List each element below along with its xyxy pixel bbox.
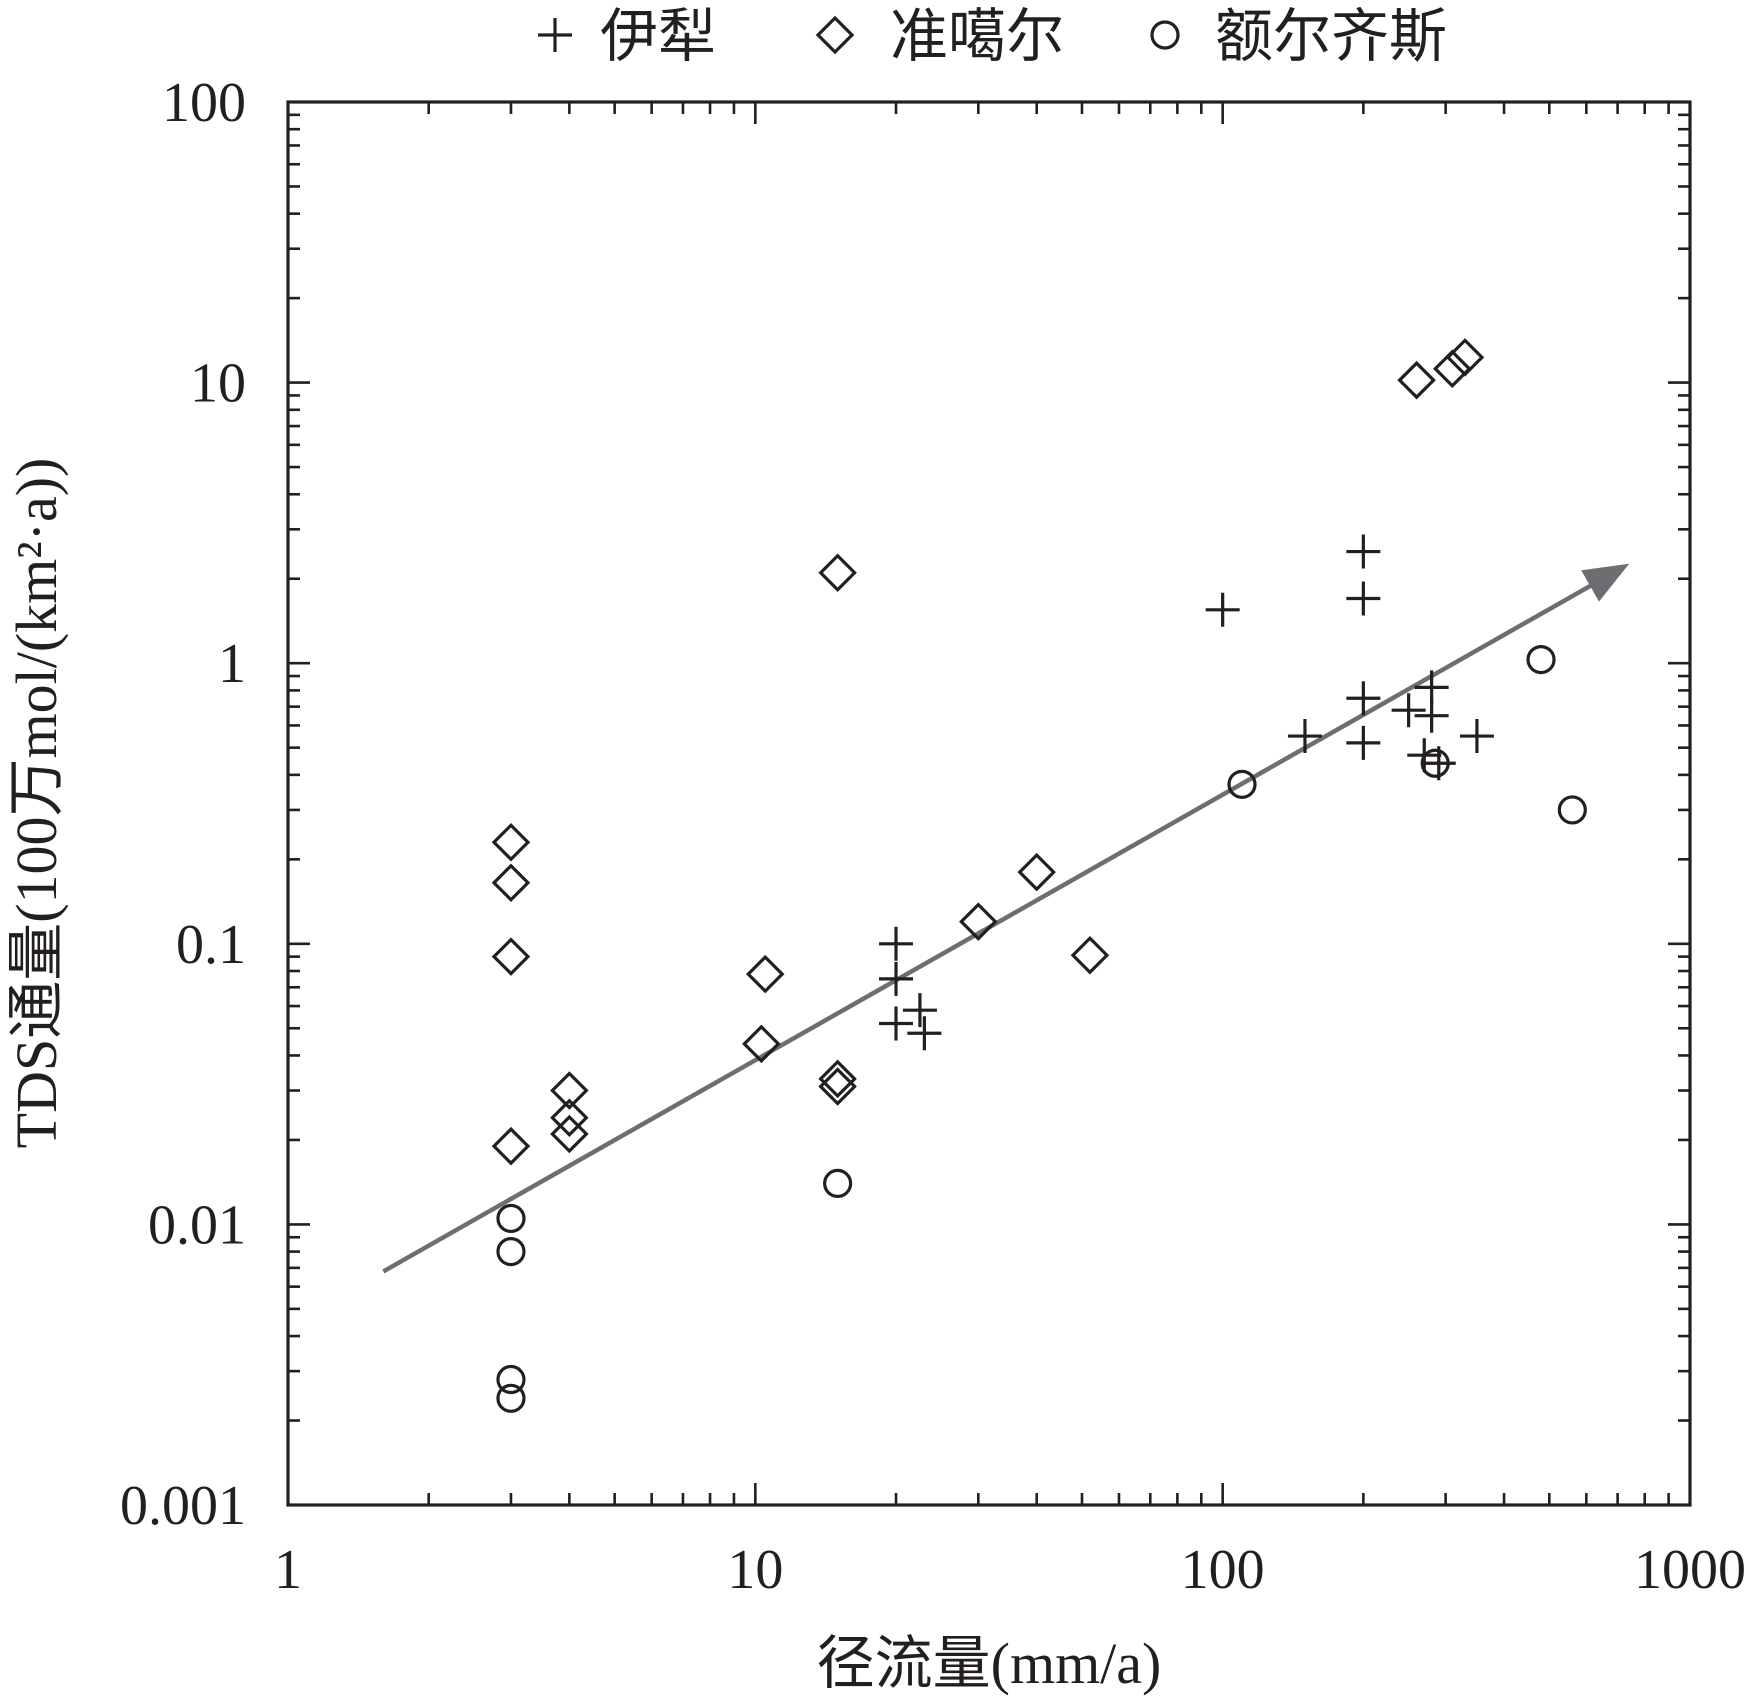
data-point-circle <box>1526 644 1556 675</box>
legend-label-zhungeer: 准噶尔 <box>890 4 1064 69</box>
data-point-plus <box>1346 581 1381 616</box>
data-point-plus <box>907 1016 942 1051</box>
series-plus <box>879 534 1494 1051</box>
y-tick-label: 10 <box>190 353 246 415</box>
legend-symbol-circle <box>1150 20 1180 50</box>
data-point-diamond <box>550 1098 589 1137</box>
data-point-plus <box>1205 592 1240 627</box>
legend-symbol-diamond <box>815 15 855 55</box>
data-point-plus <box>1459 719 1494 754</box>
y-tick-label: 0.1 <box>176 914 246 976</box>
legend-item-zhungeer: 准噶尔 <box>815 4 1064 69</box>
data-point-circle <box>1227 769 1257 799</box>
data-point-diamond <box>550 1071 589 1110</box>
data-point-plus <box>1346 681 1381 716</box>
data-point-plus <box>1414 698 1449 733</box>
data-point-diamond <box>1397 360 1436 400</box>
data-point-plus <box>902 993 937 1028</box>
data-point-plus <box>1346 534 1381 569</box>
series-circle <box>496 644 1587 1413</box>
x-tick-label: 10 <box>727 1539 783 1601</box>
y-tick-label: 0.001 <box>120 1475 246 1537</box>
x-tick-label: 100 <box>1181 1539 1265 1601</box>
data-point-circle <box>496 1383 526 1413</box>
x-tick-label: 1 <box>274 1539 302 1601</box>
data-point-plus <box>1391 693 1426 728</box>
axis-tick-labels: 1 10 100 1000 0.001 0.01 0.1 1 10 100 <box>120 72 1745 1601</box>
data-point-diamond <box>491 863 531 903</box>
data-point-plus <box>1287 719 1322 754</box>
data-point-diamond <box>491 823 531 862</box>
data-point-diamond <box>491 1126 531 1166</box>
data-point-diamond <box>1017 852 1056 892</box>
data-point-diamond <box>1433 349 1472 389</box>
data-point-diamond <box>818 1067 857 1106</box>
data-point-plus <box>879 926 914 961</box>
x-tick-label: 1000 <box>1634 1539 1745 1601</box>
data-point-circle <box>496 1203 526 1234</box>
data-point-diamond <box>1445 338 1485 377</box>
legend-symbol-plus <box>538 18 572 52</box>
axis-ticks <box>286 100 1692 1507</box>
trend-arrow-group <box>382 563 1630 1274</box>
series-diamond <box>491 338 1485 1166</box>
trend-arrow <box>382 563 1630 1274</box>
y-tick-label: 1 <box>218 633 246 695</box>
data-point-diamond <box>1070 936 1110 975</box>
y-tick-label: 0.01 <box>148 1194 246 1256</box>
legend-marker-diamond <box>815 15 855 55</box>
data-point-diamond <box>550 1114 589 1154</box>
data-point-diamond <box>491 937 531 976</box>
data-point-diamond <box>818 553 857 593</box>
data-point-diamond <box>745 954 785 994</box>
data-point-plus <box>1346 725 1381 760</box>
data-point-circle <box>1420 748 1450 778</box>
data-point-plus <box>879 961 914 996</box>
data-point-diamond <box>818 1059 857 1099</box>
data-point-circle <box>823 1168 853 1198</box>
legend-marker-circle <box>1150 20 1180 50</box>
legend: 伊犁 准噶尔 额尔齐斯 <box>538 4 1447 69</box>
y-tick-label: 100 <box>162 72 246 134</box>
legend-item-yili: 伊犁 <box>538 4 716 69</box>
data-point-diamond <box>742 1024 781 1064</box>
y-axis-title: TDS通量(100万mol/(km²·a)) <box>4 458 69 1149</box>
data-point-diamond <box>959 902 998 941</box>
data-point-circle <box>1557 795 1587 825</box>
legend-label-eerqisi: 额尔齐斯 <box>1215 4 1447 69</box>
data-points <box>491 338 1587 1413</box>
data-point-circle <box>496 1364 526 1395</box>
legend-label-yili: 伊犁 <box>600 4 716 69</box>
x-axis-title: 径流量(mm/a) <box>817 1631 1162 1696</box>
data-point-plus <box>879 1006 914 1041</box>
legend-item-eerqisi: 额尔齐斯 <box>1150 4 1447 69</box>
legend-marker-plus <box>538 18 572 52</box>
data-point-circle <box>496 1236 526 1267</box>
plot-area-frame <box>286 100 1692 1507</box>
